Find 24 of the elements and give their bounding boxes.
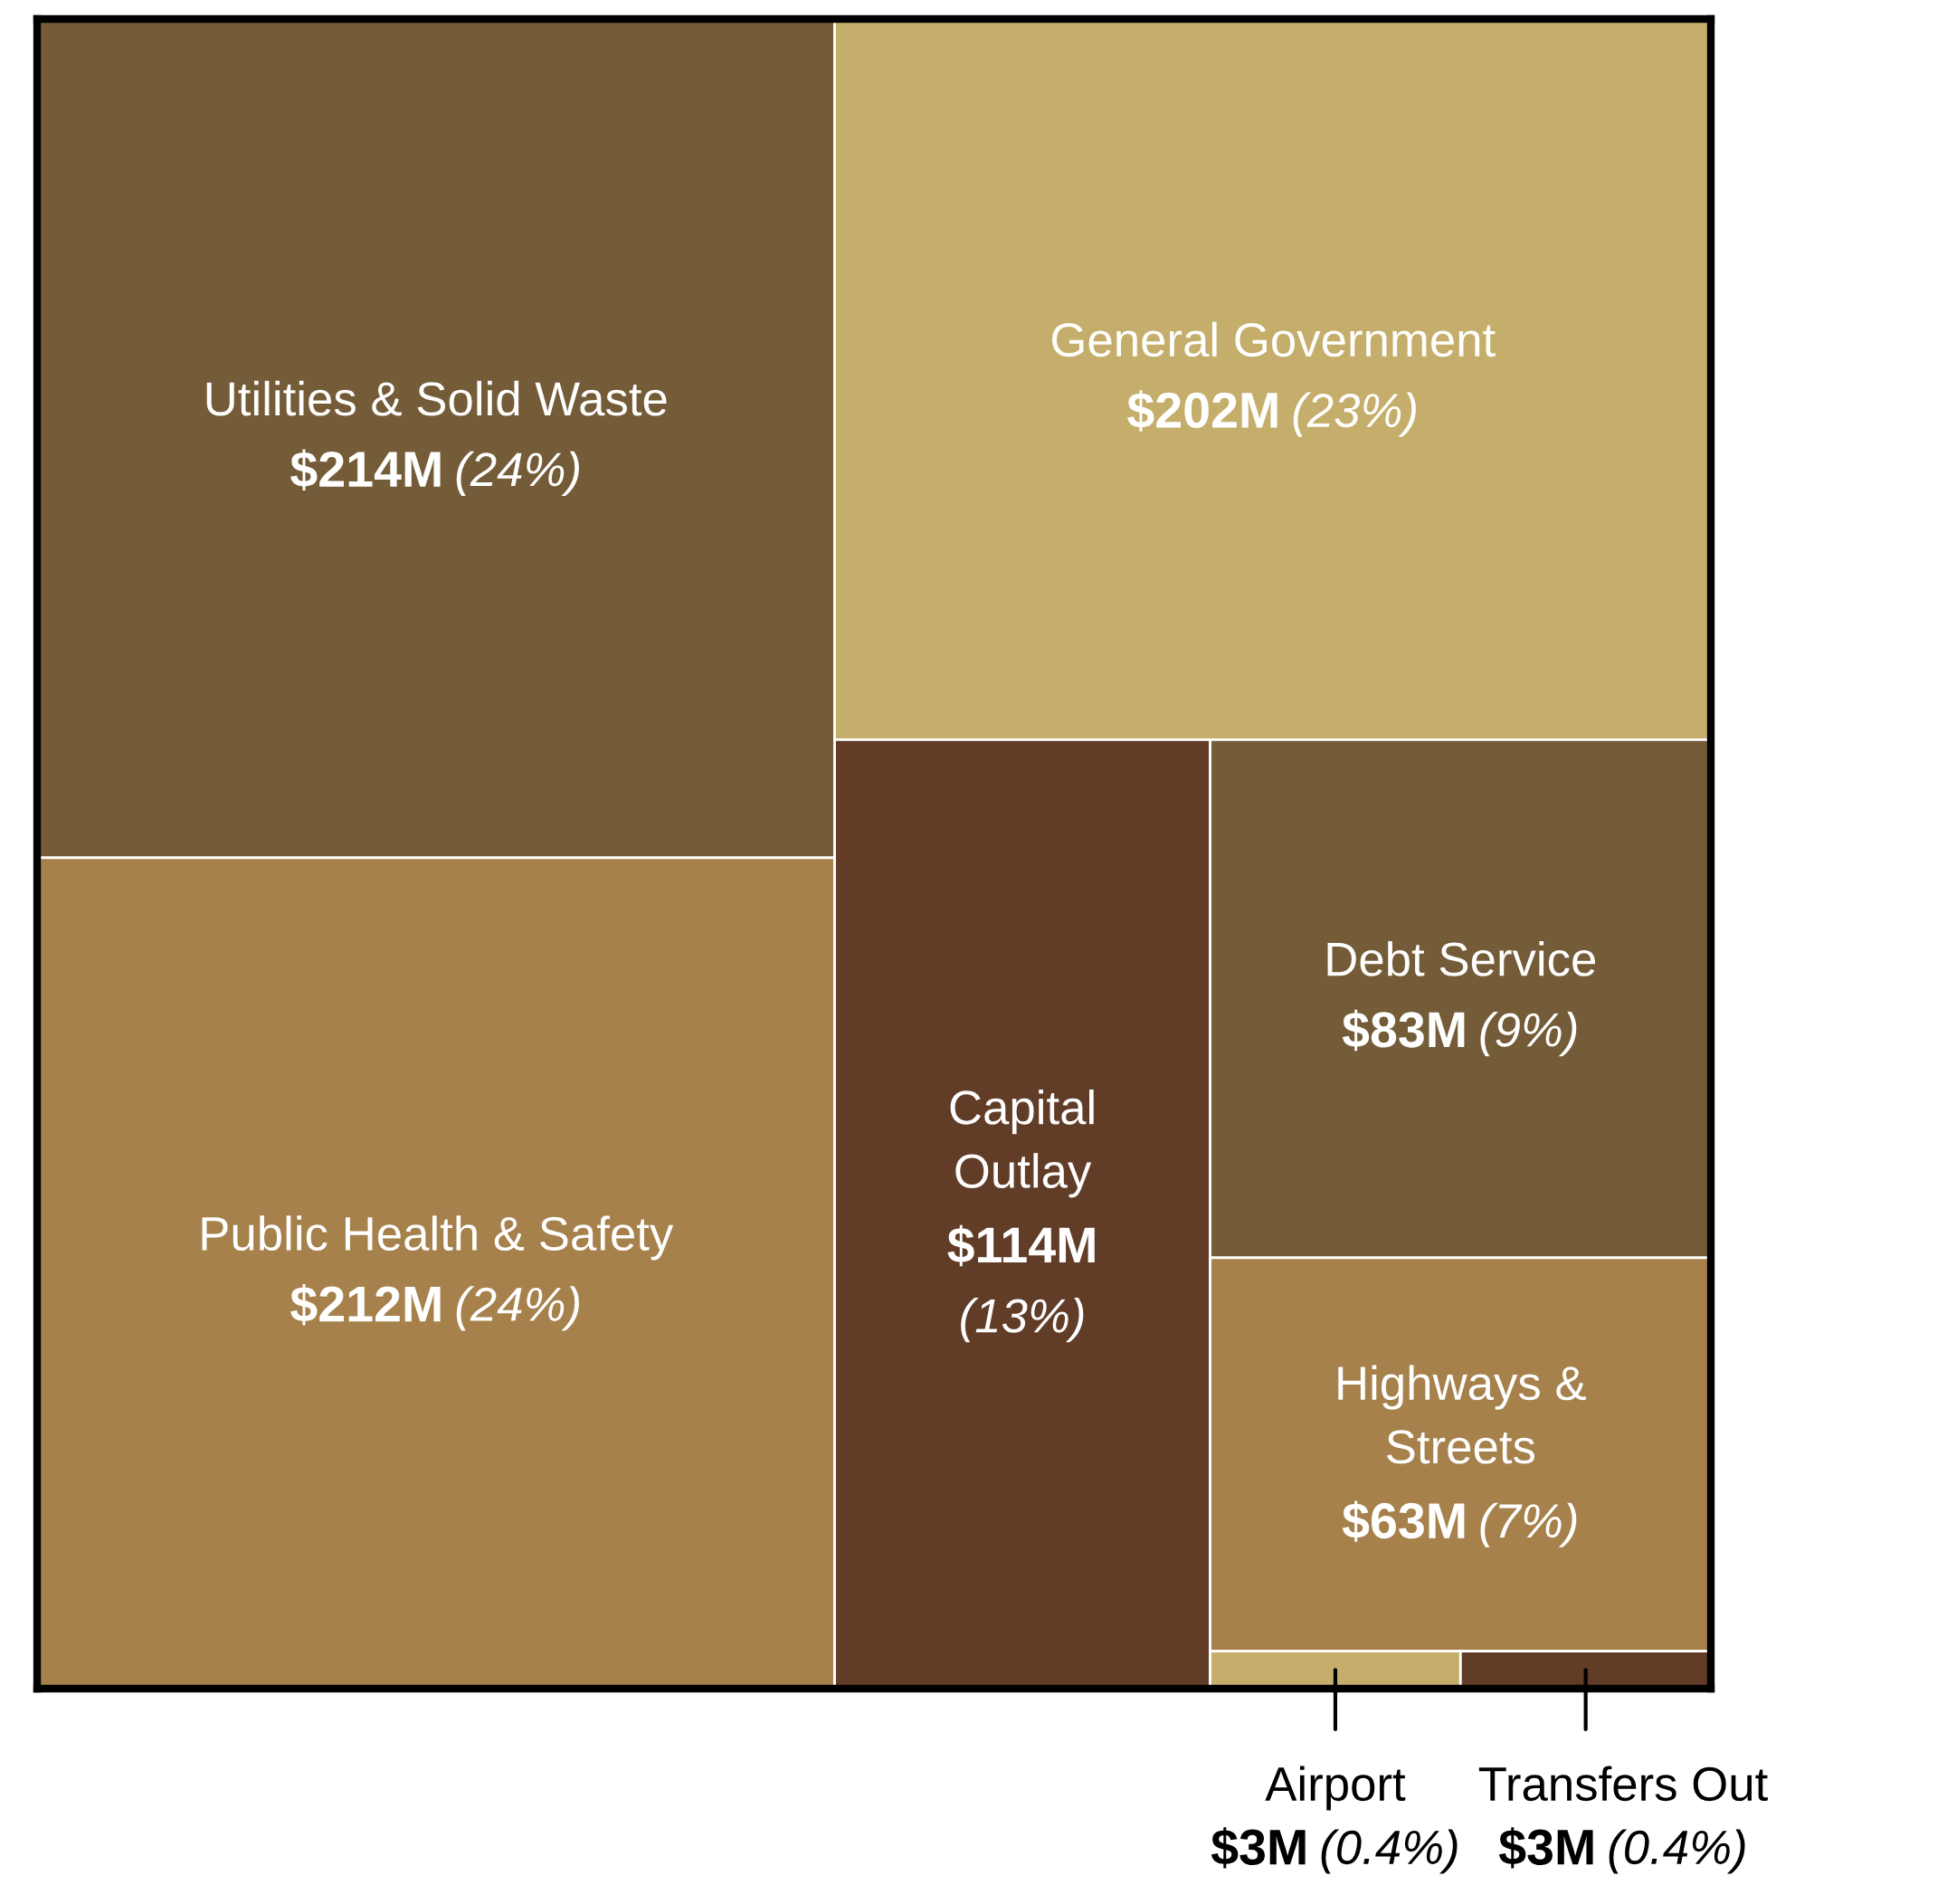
data-label: $83M bbox=[1342, 1009, 1465, 1052]
category-label: Transfers Out bbox=[1478, 1766, 1768, 1802]
data-label: $114M bbox=[947, 1224, 1095, 1267]
data-label: (13%) bbox=[961, 1298, 1084, 1343]
data-label: $63M bbox=[1342, 1500, 1465, 1542]
data-label: (0.4%) bbox=[1321, 1829, 1458, 1874]
data-label: (7%) bbox=[1480, 1502, 1577, 1547]
category-label: Utilities & Solid Waste bbox=[206, 380, 667, 416]
data-label: (0.4%) bbox=[1609, 1829, 1745, 1874]
data-label: (24%) bbox=[456, 451, 579, 496]
category-label: Capital Outlay bbox=[950, 1089, 1094, 1198]
category-label: Airport bbox=[1265, 1766, 1406, 1811]
category-label: Public Health & Safety bbox=[202, 1215, 674, 1261]
data-label: $3M bbox=[1498, 1827, 1593, 1869]
data-label: $3M bbox=[1211, 1827, 1306, 1869]
data-label: $202M bbox=[1127, 390, 1277, 432]
data-label: $214M bbox=[290, 449, 441, 490]
category-label: General Government bbox=[1052, 321, 1496, 357]
data-label: (23%) bbox=[1293, 392, 1416, 437]
category-label: Highways & Streets bbox=[1338, 1365, 1586, 1464]
data-label: $212M bbox=[290, 1284, 441, 1326]
data-label: (24%) bbox=[456, 1286, 579, 1331]
data-label: (9%) bbox=[1480, 1012, 1577, 1057]
category-label: Debt Service bbox=[1327, 941, 1596, 976]
